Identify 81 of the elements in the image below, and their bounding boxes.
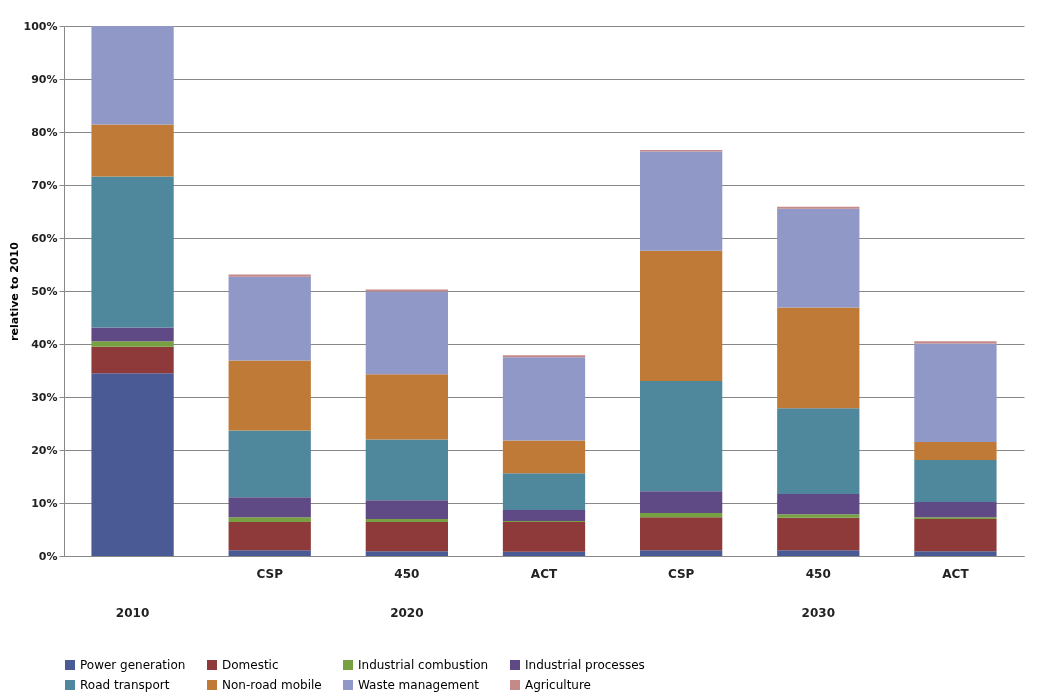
bar	[640, 151, 723, 251]
bar	[777, 514, 860, 518]
legend-label: Waste management	[358, 678, 480, 692]
bar	[777, 493, 860, 515]
bar	[777, 206, 860, 209]
bar	[365, 522, 448, 552]
y-axis-title: relative to 2010	[7, 241, 21, 341]
bar	[365, 500, 448, 519]
bar	[228, 522, 311, 551]
x-tick-label: 450	[805, 566, 831, 581]
y-tick-label: 80%	[31, 125, 58, 139]
bar	[640, 550, 723, 556]
y-tick-label: 90%	[31, 72, 58, 86]
bar	[502, 473, 586, 510]
y-tick-label: 0%	[38, 549, 58, 563]
y-tick-label: 50%	[31, 284, 58, 298]
bar	[914, 518, 997, 552]
bar	[365, 518, 448, 523]
y-tick-label: 70%	[31, 178, 58, 192]
x-tick-label: ACT	[530, 566, 558, 581]
legend-label: Power generation	[80, 658, 186, 672]
bar	[228, 497, 311, 518]
bar	[640, 381, 723, 492]
bar	[777, 408, 860, 494]
bar	[228, 360, 311, 431]
bar	[914, 341, 997, 344]
bar	[640, 250, 723, 382]
bar	[91, 373, 174, 556]
bar	[502, 509, 586, 522]
bar	[640, 517, 723, 551]
bar	[777, 307, 860, 409]
bar	[365, 374, 448, 440]
y-tick-label: 100%	[23, 19, 58, 33]
bar	[228, 276, 311, 361]
bar	[914, 501, 997, 518]
bar	[91, 341, 174, 347]
bar	[228, 517, 311, 523]
bar	[502, 357, 586, 441]
y-tick-label: 40%	[31, 337, 58, 351]
bar	[91, 346, 174, 374]
legend-label: Industrial processes	[525, 658, 645, 672]
bar	[228, 274, 311, 277]
text: 2020	[390, 606, 424, 620]
legend-label: Agriculture	[525, 678, 591, 692]
bar	[777, 208, 860, 308]
bar	[91, 176, 174, 328]
legend-label: Domestic	[222, 658, 279, 672]
bar	[777, 550, 860, 556]
bar	[91, 327, 174, 342]
bar	[777, 517, 860, 551]
bar	[502, 440, 586, 474]
legend-label: Road transport	[80, 678, 170, 692]
bar	[91, 124, 174, 177]
legend-label: Non-road mobile	[222, 678, 322, 692]
y-tick-label: 10%	[31, 496, 58, 510]
y-tick-label: 30%	[31, 390, 58, 404]
legend-label: Industrial combustion	[358, 658, 489, 672]
bar	[914, 442, 997, 461]
bar	[365, 439, 448, 501]
text: 2010	[115, 606, 150, 620]
x-tick-label: CSP	[256, 566, 284, 581]
x-tick-label: CSP	[667, 566, 695, 581]
y-tick-label: 20%	[31, 443, 58, 457]
text: 2030	[801, 606, 835, 620]
bar	[502, 522, 586, 552]
bar	[228, 430, 311, 498]
bar	[502, 551, 586, 556]
bar	[365, 291, 448, 375]
bar	[365, 289, 448, 292]
bar	[228, 550, 311, 556]
x-tick-label: ACT	[942, 566, 970, 581]
bar	[640, 513, 723, 518]
bar	[640, 491, 723, 514]
bar	[502, 355, 586, 358]
bar	[914, 551, 997, 556]
bar	[914, 343, 997, 443]
x-tick-label: 450	[394, 566, 420, 581]
bar	[365, 551, 448, 556]
bar	[91, 26, 174, 125]
bar	[914, 460, 997, 502]
y-tick-label: 60%	[31, 231, 58, 245]
